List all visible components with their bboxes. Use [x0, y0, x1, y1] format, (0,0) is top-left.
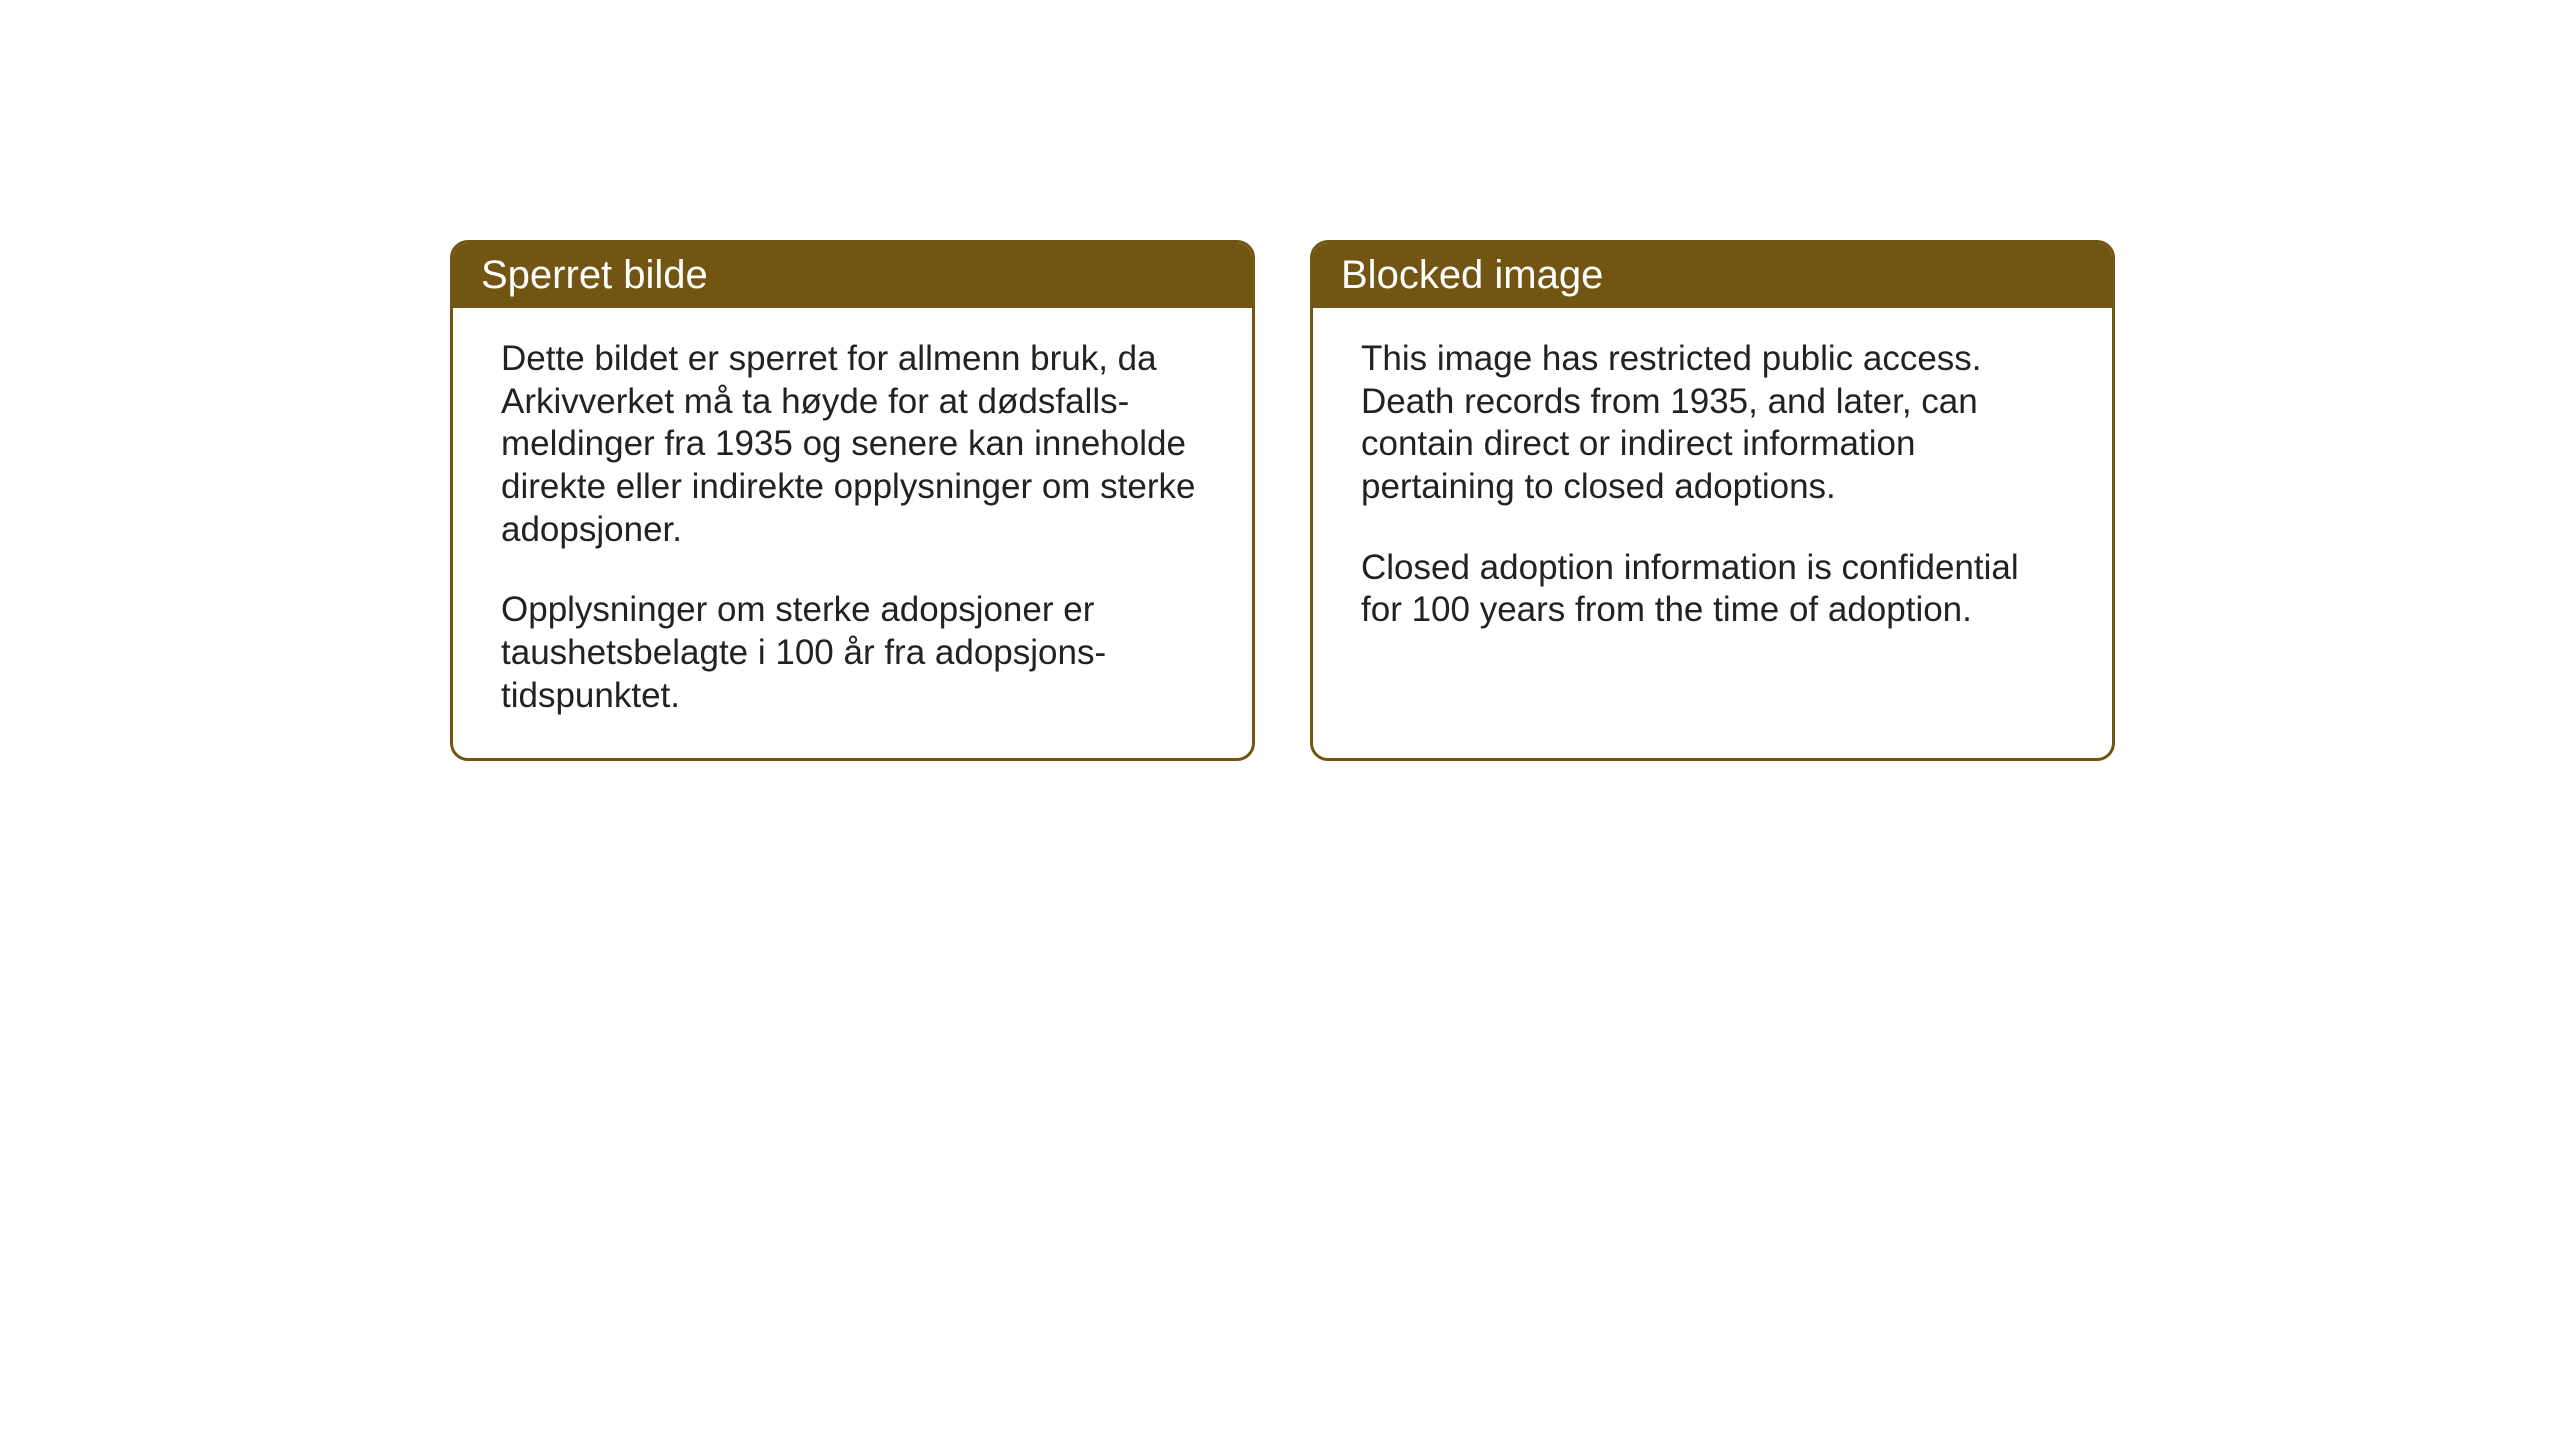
notice-header-english: Blocked image [1313, 243, 2112, 308]
notice-container: Sperret bilde Dette bildet er sperret fo… [450, 240, 2115, 761]
notice-card-english: Blocked image This image has restricted … [1310, 240, 2115, 761]
notice-card-norwegian: Sperret bilde Dette bildet er sperret fo… [450, 240, 1255, 761]
notice-title-english: Blocked image [1341, 253, 1603, 297]
notice-body-norwegian: Dette bildet er sperret for allmenn bruk… [453, 308, 1252, 758]
notice-title-norwegian: Sperret bilde [481, 253, 708, 297]
notice-header-norwegian: Sperret bilde [453, 243, 1252, 308]
notice-paragraph-2-english: Closed adoption information is confident… [1361, 547, 2064, 632]
notice-paragraph-1-english: This image has restricted public access.… [1361, 338, 2064, 509]
notice-paragraph-1-norwegian: Dette bildet er sperret for allmenn bruk… [501, 338, 1204, 551]
notice-paragraph-2-norwegian: Opplysninger om sterke adopsjoner er tau… [501, 589, 1204, 717]
notice-body-english: This image has restricted public access.… [1313, 308, 2112, 700]
